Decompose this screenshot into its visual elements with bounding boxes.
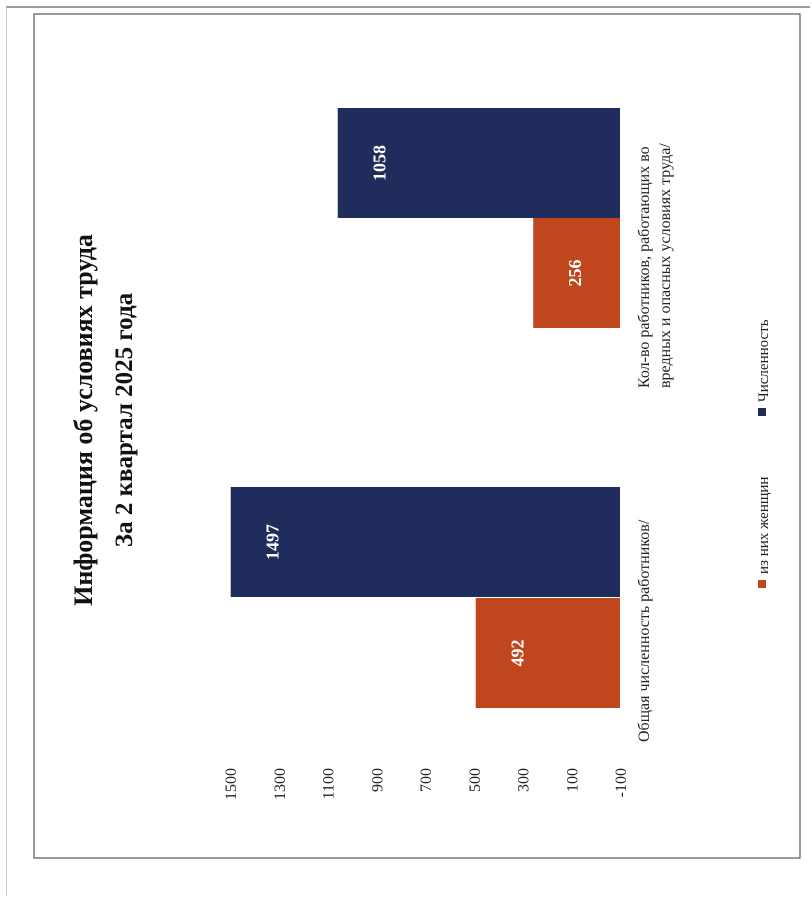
bar-series1-cat1 xyxy=(337,108,620,218)
y-tick-label: -100 xyxy=(613,768,630,797)
y-tick-label: 300 xyxy=(516,768,533,792)
bar-series0-cat1 xyxy=(533,218,620,328)
data-label-series1-cat0: 1497 xyxy=(263,524,283,560)
y-tick-label: 700 xyxy=(418,768,435,792)
y-tick-label: 900 xyxy=(369,768,386,792)
category-label-2-line2: вредных и опасных условиях труда/ xyxy=(657,143,674,388)
data-label-series0-cat0: 492 xyxy=(508,640,528,667)
legend-swatch-total xyxy=(758,408,766,416)
data-label-series1-cat1: 1058 xyxy=(370,145,390,181)
document-frame xyxy=(6,6,810,896)
y-tick-label: 1100 xyxy=(321,768,338,799)
category-label-1: Общая численность работников/ xyxy=(636,519,653,742)
legend-label-women: из них женщин xyxy=(756,477,772,574)
y-tick-label: 1300 xyxy=(272,768,289,800)
category-label-2-line1: Кол-во работников, работающих во xyxy=(636,146,653,388)
bar-series0-cat0 xyxy=(475,598,620,708)
chart-title: Информация об условиях труда xyxy=(69,234,98,606)
bar-series1-cat0 xyxy=(230,487,620,597)
chart-subtitle: За 2 квартал 2025 года xyxy=(111,292,138,547)
data-label-series0-cat1: 256 xyxy=(565,260,585,287)
y-tick-label: 1500 xyxy=(223,768,240,800)
y-tick-label: 100 xyxy=(564,768,581,792)
legend-swatch-women xyxy=(758,580,766,588)
y-tick-label: 500 xyxy=(467,768,484,792)
legend: из них женщин Численность xyxy=(756,319,772,588)
legend-label-total: Численность xyxy=(756,319,772,402)
